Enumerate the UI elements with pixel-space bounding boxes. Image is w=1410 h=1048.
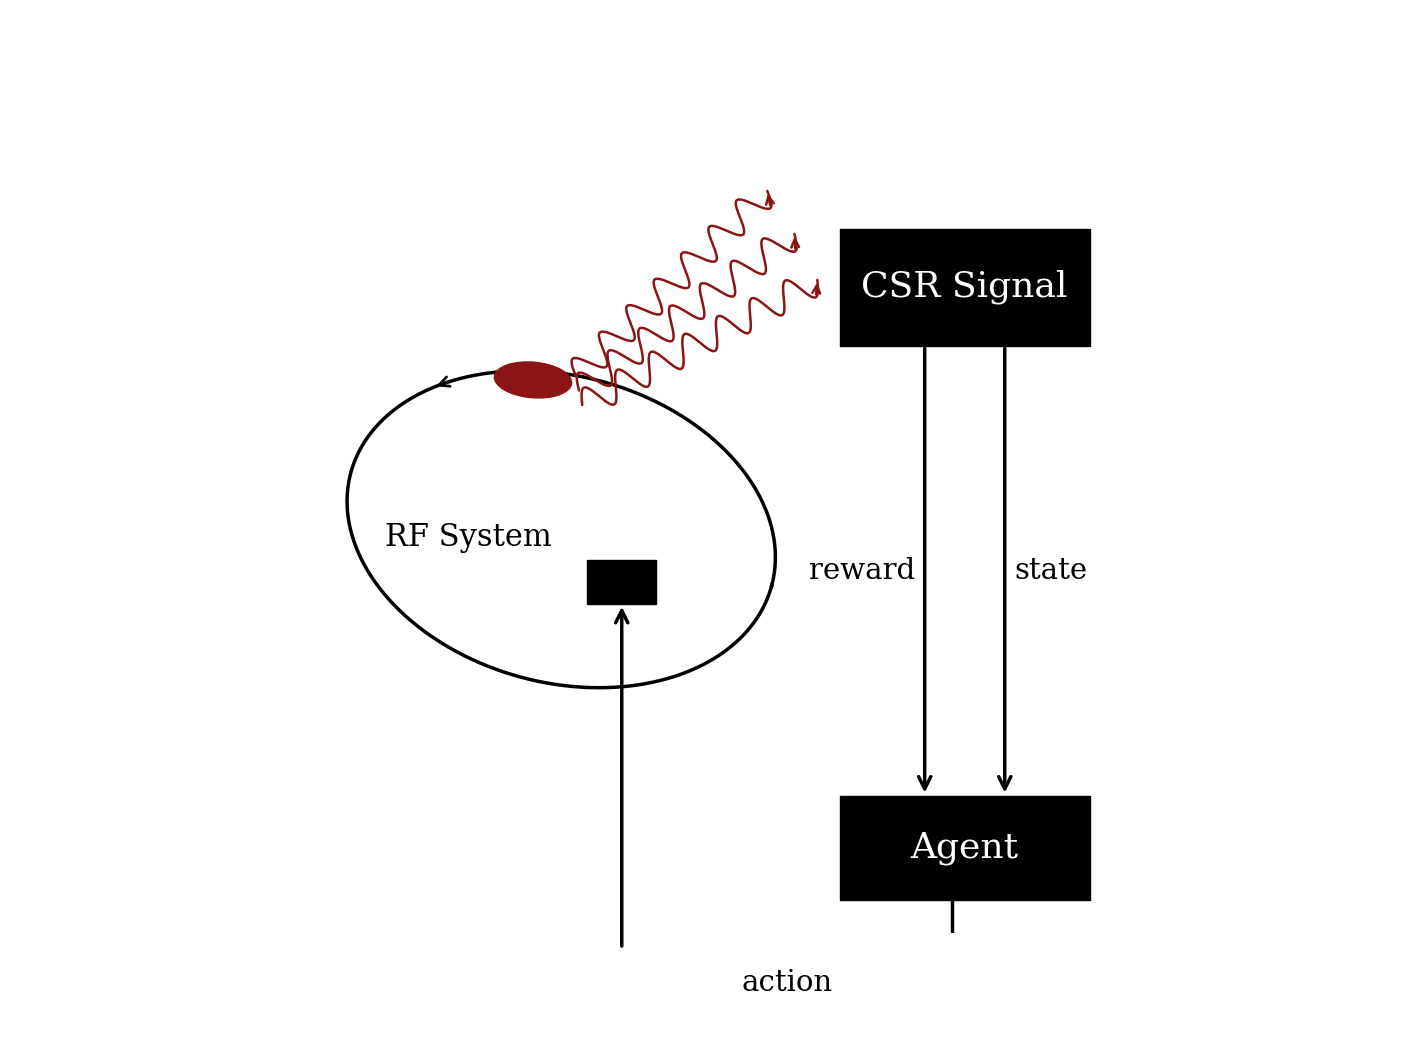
- Text: Agent: Agent: [911, 831, 1019, 865]
- FancyBboxPatch shape: [588, 560, 656, 604]
- Ellipse shape: [495, 362, 571, 398]
- Text: RF System: RF System: [385, 522, 551, 552]
- FancyBboxPatch shape: [839, 795, 1090, 900]
- Text: state: state: [1014, 556, 1087, 585]
- Text: reward: reward: [809, 556, 915, 585]
- Text: CSR Signal: CSR Signal: [862, 270, 1067, 304]
- Text: action: action: [742, 969, 832, 997]
- FancyBboxPatch shape: [839, 228, 1090, 346]
